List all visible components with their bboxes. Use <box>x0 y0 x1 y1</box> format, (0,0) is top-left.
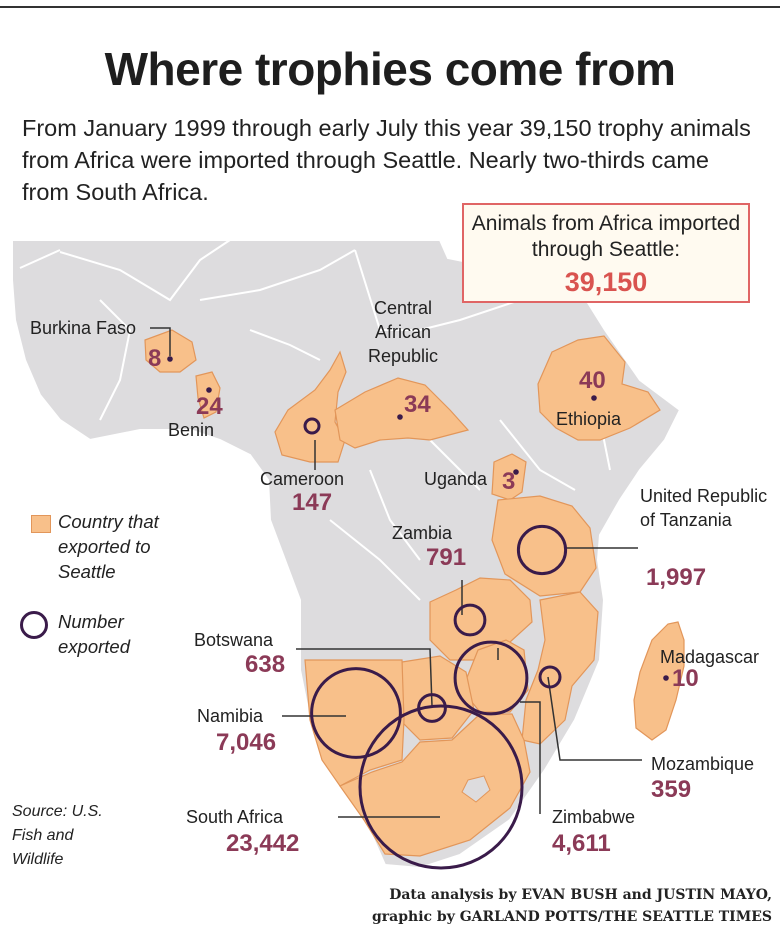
country-borders <box>19 239 611 601</box>
lesotho-shape <box>461 775 491 803</box>
ethiopia-shape <box>537 335 661 441</box>
label-south-africa: South Africa <box>186 807 284 827</box>
credit: Data analysis by EVAN BUSH and JUSTIN MA… <box>372 884 772 928</box>
cameroon-shape <box>274 350 347 463</box>
value-zimbabwe: 4,611 <box>552 830 611 857</box>
value-namibia: 7,046 <box>216 729 277 756</box>
benin-dot <box>206 387 212 393</box>
benin-shape <box>195 371 221 419</box>
credit-line-2: graphic by GARLAND POTTS/THE SEATTLE TIM… <box>371 909 772 925</box>
value-tanzania: 1,997 <box>646 564 707 591</box>
label-cameroon: Cameroon <box>260 469 345 489</box>
africa-landmass <box>11 239 682 870</box>
value-benin: 24 <box>196 393 223 420</box>
label-uganda: Uganda <box>424 469 488 489</box>
car-dot <box>397 414 403 420</box>
total-label: Animals from Africa imported through Sea… <box>471 212 741 261</box>
value-uganda: 3 <box>502 468 516 495</box>
label-burkina-faso: Burkina Faso <box>30 318 137 338</box>
mozambique-shape <box>521 591 599 745</box>
car-shape <box>334 377 470 449</box>
legend-number-label: Number exported <box>58 611 130 657</box>
label-madagascar: Madagascar <box>660 647 760 667</box>
circle-namibia <box>310 667 402 759</box>
zambia-shape <box>429 577 533 661</box>
label-botswana: Botswana <box>194 630 274 650</box>
leader-lines <box>150 327 642 818</box>
madagascar-land <box>633 621 685 741</box>
label-benin: Benin <box>168 420 215 440</box>
total-value: 39,150 <box>564 267 648 297</box>
ethiopia-dot <box>591 395 597 401</box>
total-box: Animals from Africa imported through Sea… <box>462 203 750 303</box>
value-cameroon: 147 <box>292 489 333 516</box>
namibia-shape <box>304 659 405 787</box>
value-burkina-faso: 8 <box>148 345 162 372</box>
value-botswana: 638 <box>245 651 286 678</box>
label-zambia: Zambia <box>392 523 453 543</box>
madagascar-dot <box>663 675 669 681</box>
value-madagascar: 10 <box>672 665 699 692</box>
value-zambia: 791 <box>426 544 467 571</box>
label-tanzania: United Republic of Tanzania <box>640 486 768 530</box>
uganda-shape <box>491 453 527 501</box>
credit-line-1: Data analysis by EVAN BUSH and JUSTIN MA… <box>389 887 772 903</box>
value-car: 34 <box>404 391 431 418</box>
circle-zambia <box>453 603 487 637</box>
tanzania-shape <box>491 495 597 597</box>
value-south-africa: 23,442 <box>226 830 300 857</box>
burkina-faso-dot <box>167 356 173 362</box>
top-rule <box>0 6 780 8</box>
label-car: Central African Republic <box>367 298 439 366</box>
value-ethiopia: 40 <box>579 367 606 394</box>
source-note: Source: U.S. Fish and Wildlife <box>12 803 103 868</box>
circle-mozambique <box>538 665 562 689</box>
page-title: Where trophies come from <box>104 43 676 95</box>
value-mozambique: 359 <box>651 776 692 803</box>
label-zimbabwe: Zimbabwe <box>552 807 636 827</box>
uganda-dot <box>513 469 519 475</box>
legend-country-swatch <box>31 515 51 533</box>
label-namibia: Namibia <box>197 706 264 726</box>
proportional-circles <box>303 417 568 870</box>
label-ethiopia: Ethiopia <box>556 409 622 429</box>
legend-country-label: Country that exported to Seattle <box>58 511 159 582</box>
circle-tanzania <box>516 524 568 576</box>
circle-south-africa <box>358 704 524 870</box>
circle-cameroon <box>303 417 321 435</box>
circle-zimbabwe <box>453 640 529 716</box>
label-mozambique: Mozambique <box>651 754 755 774</box>
dot-markers <box>167 356 669 681</box>
subtitle: From January 1999 through early July thi… <box>22 115 751 205</box>
legend-circle-icon <box>20 611 48 639</box>
